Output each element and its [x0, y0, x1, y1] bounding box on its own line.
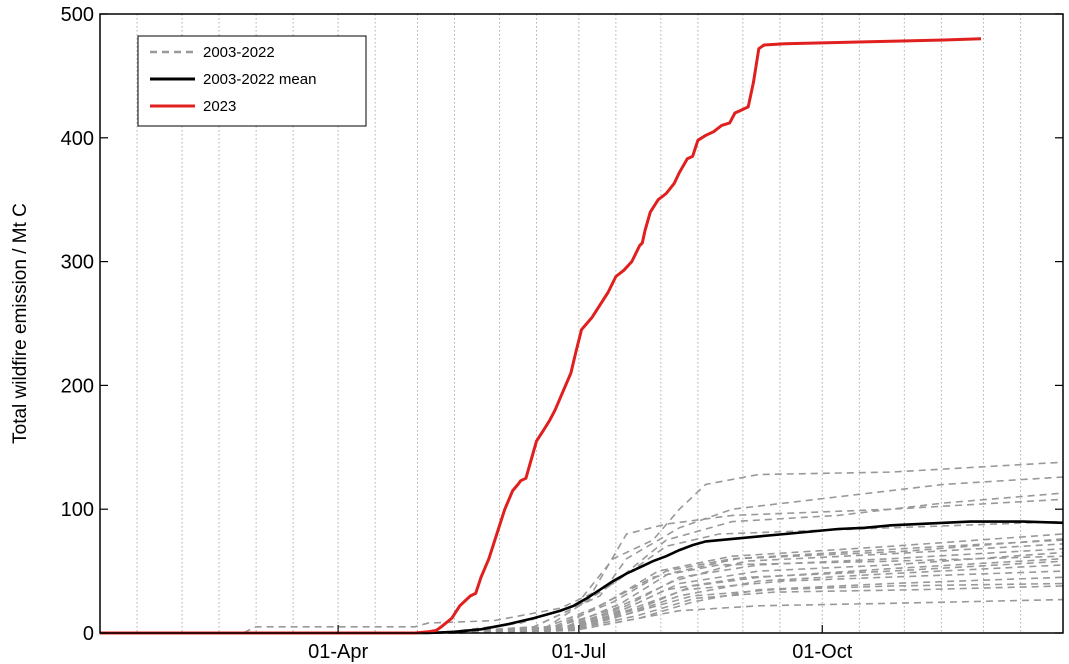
historical-year-line-4	[100, 476, 1064, 634]
y-tick-label-300: 300	[61, 252, 94, 274]
x-axis: 01-Apr 01-Jul 01-Oct	[308, 625, 853, 663]
y-tick-label-400: 400	[61, 128, 94, 150]
x-tick-label-01-Apr: 01-Apr	[308, 641, 368, 663]
y-tick-label-0: 0	[83, 623, 94, 645]
x-tick-label-01-Oct: 01-Oct	[792, 641, 852, 663]
y-tick-label-500: 500	[61, 4, 94, 26]
legend-label-2003-2022: 2003-2022	[203, 44, 275, 61]
y-tick-label-100: 100	[61, 499, 94, 521]
plot-frame	[99, 13, 1064, 634]
series-2003-2022-mean	[100, 520, 1064, 635]
historical-year-line-3	[100, 461, 1064, 634]
legend: 2003-2022 2003-2022 mean 2023	[137, 35, 367, 127]
y-tick-label-200: 200	[61, 375, 94, 397]
legend-label-2023: 2023	[203, 98, 236, 115]
x-tick-label-01-Jul: 01-Jul	[552, 641, 606, 663]
historical-year-line-14	[100, 555, 1064, 634]
historical-year-line-20	[100, 538, 1064, 634]
historical-year-line-1	[100, 520, 1064, 634]
historical-year-line-2	[100, 498, 1064, 634]
y-axis-title: Total wildfire emission / Mt C	[10, 203, 31, 444]
line-2023	[100, 37, 982, 635]
vertical-gridlines	[136, 14, 1022, 633]
series-2023	[100, 37, 982, 635]
legend-label-2003-2022-mean: 2003-2022 mean	[203, 71, 316, 88]
series-2003-2022	[100, 461, 1064, 634]
y-axis: 0 100 200 300 400 500	[61, 4, 1063, 645]
mean-line	[100, 520, 1064, 635]
